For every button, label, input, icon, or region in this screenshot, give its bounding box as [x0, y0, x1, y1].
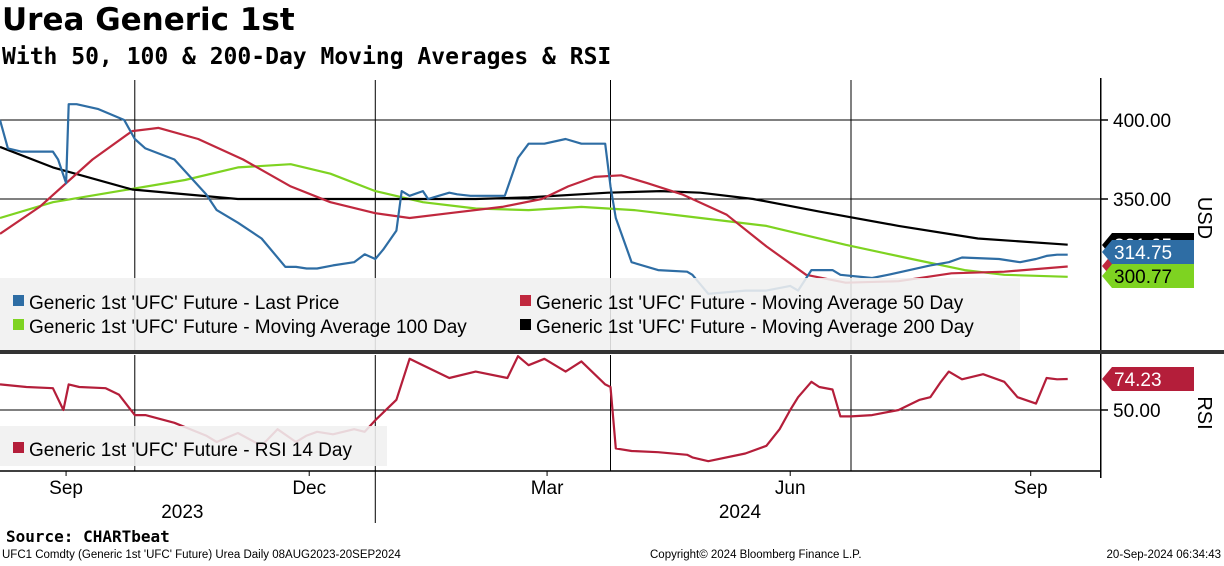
- footer-ticker: UFC1 Comdty (Generic 1st 'UFC' Future) U…: [2, 549, 401, 561]
- last-value-badge-rsi-text: 74.23: [1114, 370, 1162, 391]
- series-line-ma200: [0, 145, 1068, 246]
- legend-swatch-ma50: [520, 295, 531, 306]
- year-label-0: 2023: [161, 502, 203, 523]
- legend-layer: Generic 1st 'UFC' Future - Last Price Ge…: [0, 278, 1020, 466]
- last-value-badge-rsi: 74.23: [1102, 366, 1194, 391]
- x-tick-label-4: Sep: [1014, 478, 1048, 499]
- last-value-badge-price: 314.75: [1102, 240, 1194, 264]
- last-value-badge-ma100-text: 300.77: [1114, 267, 1172, 288]
- x-tick-label-2: Mar: [531, 478, 564, 499]
- rsi-axis-label: RSI: [1193, 396, 1215, 429]
- axis-layer: 400.00 350.00 50.00 Sep Dec Mar Jun Sep 2023 2024: [0, 111, 1171, 523]
- panel-divider: [0, 350, 1224, 354]
- x-tick-label-0: Sep: [49, 478, 83, 499]
- chart-subtitle: With 50, 100 & 200-Day Moving Averages &…: [2, 44, 612, 70]
- chart-title: Urea Generic 1st: [2, 2, 295, 38]
- last-value-badge-price-text: 314.75: [1114, 243, 1172, 264]
- x-tick-label-1: Dec: [292, 478, 326, 499]
- rsi-legend-box: [0, 426, 387, 466]
- price-ytick-label-1: 350.00: [1113, 190, 1171, 211]
- last-value-badge-price-shape: [1102, 240, 1194, 264]
- y-axis-line: [1100, 78, 1102, 478]
- rsi-ytick-label-0: 50.00: [1113, 401, 1161, 422]
- last-value-badge-rsi-shape: [1102, 366, 1194, 391]
- series-line-price: [0, 103, 1068, 295]
- legend-label-rsi: Generic 1st 'UFC' Future - RSI 14 Day: [29, 440, 352, 461]
- footer-timestamp: 20-Sep-2024 06:34:43: [1106, 549, 1221, 561]
- legend-label-ma100: Generic 1st 'UFC' Future - Moving Averag…: [29, 317, 467, 338]
- series-line-ma50: [0, 126, 1068, 284]
- last-value-badge-ma100: 300.77: [1102, 264, 1194, 288]
- legend-swatch-rsi: [13, 442, 24, 453]
- legend-swatch-ma200: [520, 319, 531, 330]
- last-value-badge-ma100-shape: [1102, 264, 1194, 288]
- legend-label-ma200: Generic 1st 'UFC' Future - Moving Averag…: [536, 317, 974, 338]
- legend-swatch-price: [13, 295, 24, 306]
- legend-swatch-ma100: [13, 319, 24, 330]
- footer-copyright: Copyright© 2024 Bloomberg Finance L.P.: [650, 549, 862, 561]
- x-tick-label-3: Jun: [775, 478, 806, 499]
- price-legend-box: [0, 278, 1020, 350]
- price-ytick-label-0: 400.00: [1113, 111, 1171, 132]
- series-line-ma100: [0, 163, 1068, 278]
- source-note: Source: CHARTbeat: [6, 527, 170, 546]
- legend-label-price: Generic 1st 'UFC' Future - Last Price: [29, 293, 339, 314]
- price-axis-label: USD: [1193, 197, 1215, 239]
- legend-label-ma50: Generic 1st 'UFC' Future - Moving Averag…: [536, 293, 964, 314]
- year-label-1: 2024: [719, 502, 762, 523]
